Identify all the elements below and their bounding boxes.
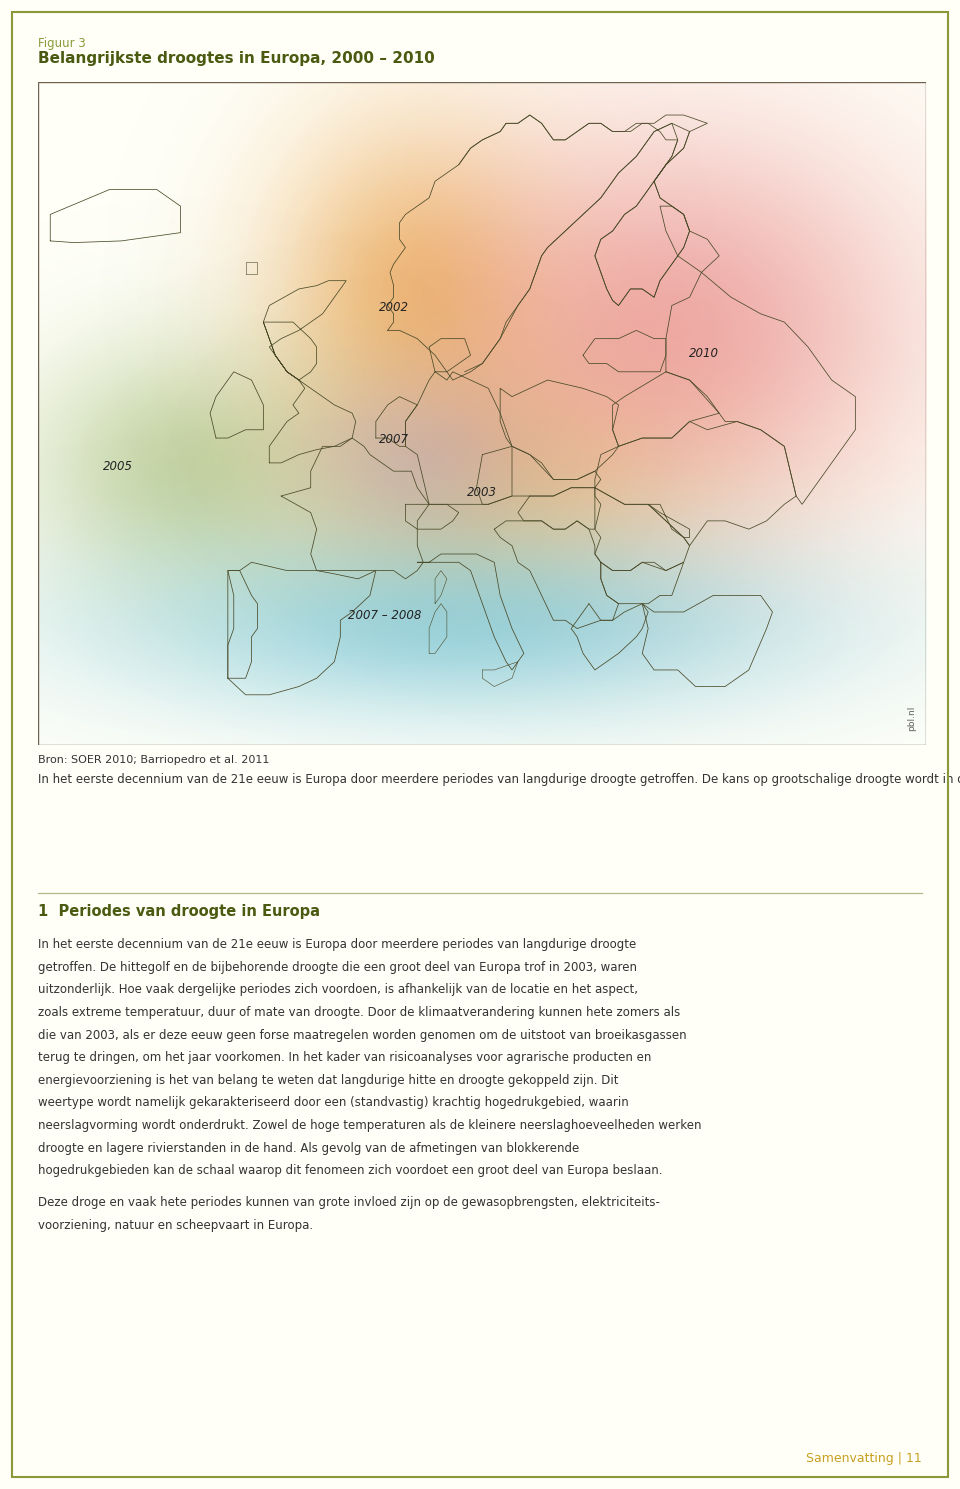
- Text: Figuur 3: Figuur 3: [38, 37, 86, 51]
- Text: neerslagvorming wordt onderdrukt. Zowel de hoge temperaturen als de kleinere nee: neerslagvorming wordt onderdrukt. Zowel …: [38, 1120, 702, 1132]
- Text: voorziening, natuur en scheepvaart in Europa.: voorziening, natuur en scheepvaart in Eu…: [38, 1218, 314, 1231]
- Text: getroffen. De hittegolf en de bijbehorende droogte die een groot deel van Europa: getroffen. De hittegolf en de bijbehoren…: [38, 960, 637, 974]
- Text: In het eerste decennium van de 21e eeuw is Europa door meerdere periodes van lan: In het eerste decennium van de 21e eeuw …: [38, 938, 636, 951]
- Text: terug te dringen, om het jaar voorkomen. In het kader van risicoanalyses voor ag: terug te dringen, om het jaar voorkomen.…: [38, 1051, 652, 1065]
- Text: uitzonderlijk. Hoe vaak dergelijke periodes zich voordoen, is afhankelijk van de: uitzonderlijk. Hoe vaak dergelijke perio…: [38, 983, 638, 996]
- Text: hogedrukgebieden kan de schaal waarop dit fenomeen zich voordoet een groot deel : hogedrukgebieden kan de schaal waarop di…: [38, 1164, 663, 1178]
- Text: die van 2003, als er deze eeuw geen forse maatregelen worden genomen om de uitst: die van 2003, als er deze eeuw geen fors…: [38, 1029, 687, 1042]
- Text: 2003: 2003: [468, 487, 497, 499]
- Text: zoals extreme temperatuur, duur of mate van droogte. Door de klimaatverandering : zoals extreme temperatuur, duur of mate …: [38, 1007, 681, 1018]
- Text: 2010: 2010: [689, 347, 719, 360]
- Text: Bron: SOER 2010; Barriopedro et al. 2011: Bron: SOER 2010; Barriopedro et al. 2011: [38, 755, 270, 765]
- Text: 2007: 2007: [378, 433, 409, 447]
- Text: Deze droge en vaak hete periodes kunnen van grote invloed zijn op de gewasopbren: Deze droge en vaak hete periodes kunnen …: [38, 1196, 660, 1209]
- Text: 1  Periodes van droogte in Europa: 1 Periodes van droogte in Europa: [38, 904, 321, 919]
- Text: weertype wordt namelijk gekarakteriseerd door een (standvastig) krachtig hogedru: weertype wordt namelijk gekarakteriseerd…: [38, 1096, 629, 1109]
- Text: Samenvatting | 11: Samenvatting | 11: [805, 1452, 922, 1465]
- Text: droogte en lagere rivierstanden in de hand. Als gevolg van de afmetingen van blo: droogte en lagere rivierstanden in de ha…: [38, 1142, 580, 1155]
- Text: 2005: 2005: [104, 460, 133, 472]
- Text: Belangrijkste droogtes in Europa, 2000 – 2010: Belangrijkste droogtes in Europa, 2000 –…: [38, 51, 435, 66]
- Text: 2002: 2002: [378, 301, 409, 314]
- Text: pbl.nl: pbl.nl: [907, 706, 916, 731]
- Text: 2007 – 2008: 2007 – 2008: [348, 609, 421, 622]
- Text: In het eerste decennium van de 21e eeuw is Europa door meerdere periodes van lan: In het eerste decennium van de 21e eeuw …: [38, 773, 960, 786]
- Text: energievoorziening is het van belang te weten dat langdurige hitte en droogte ge: energievoorziening is het van belang te …: [38, 1074, 619, 1087]
